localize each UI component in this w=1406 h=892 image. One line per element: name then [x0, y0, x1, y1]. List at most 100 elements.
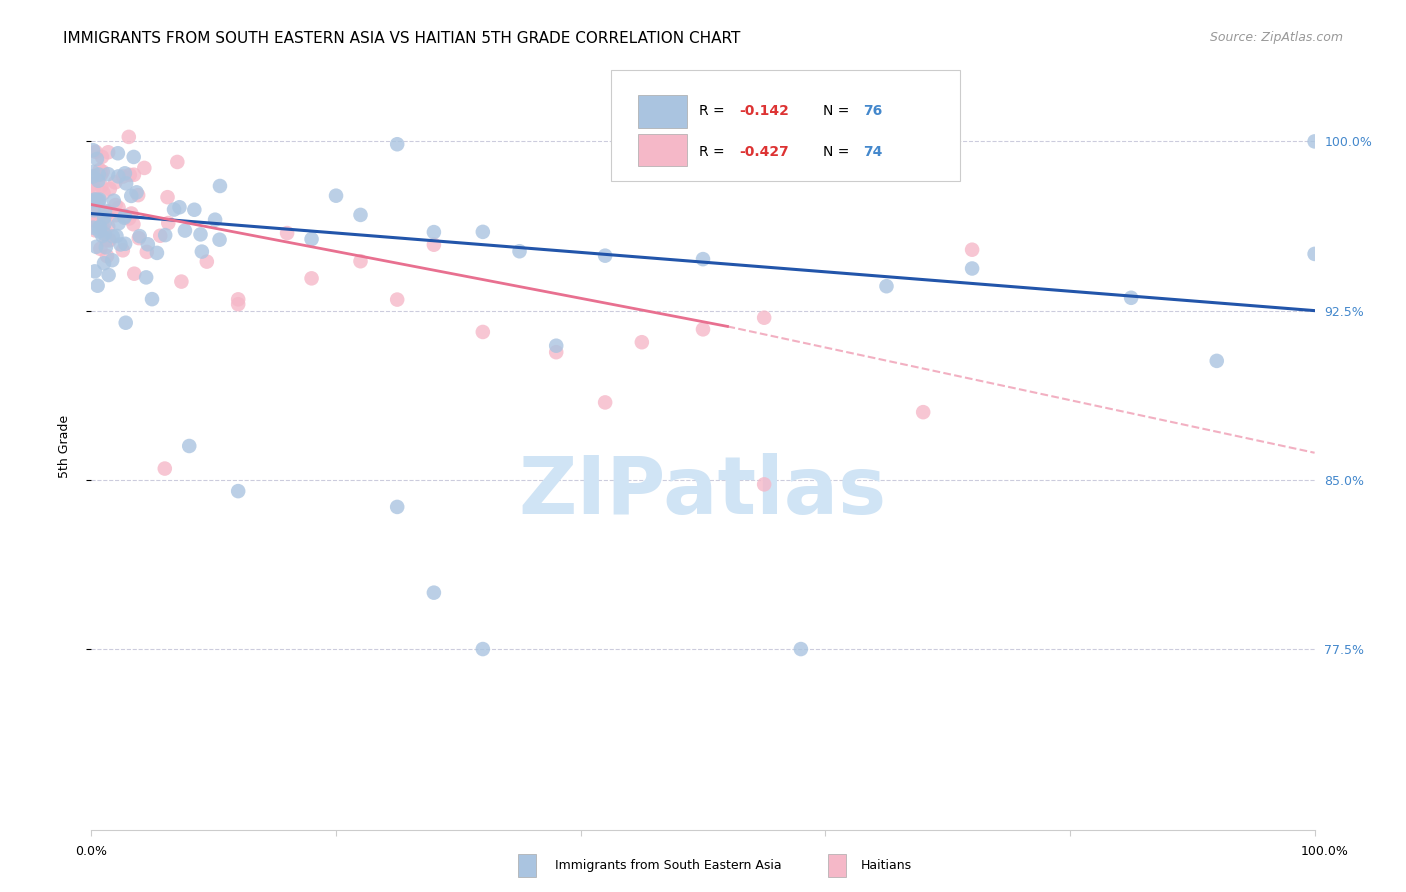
Point — [136, 237, 159, 252]
Point — [82, 220, 104, 235]
Point — [104, 198, 127, 212]
Point — [105, 229, 128, 244]
Point — [83, 264, 105, 278]
Point — [226, 297, 249, 311]
Point — [87, 168, 110, 182]
Point — [83, 194, 105, 208]
FancyBboxPatch shape — [612, 70, 960, 181]
Point — [692, 252, 714, 267]
Point — [912, 405, 935, 419]
Point — [89, 162, 111, 177]
Point — [423, 585, 446, 599]
Point — [118, 211, 141, 226]
Point — [83, 213, 105, 227]
Point — [98, 182, 121, 196]
Point — [93, 256, 115, 270]
Text: 76: 76 — [863, 103, 883, 118]
Point — [546, 339, 568, 353]
Point — [1121, 291, 1143, 305]
Text: -0.427: -0.427 — [740, 145, 789, 159]
Point — [98, 232, 121, 246]
Point — [97, 205, 120, 219]
Point — [385, 293, 409, 307]
Point — [89, 219, 111, 234]
Point — [97, 268, 120, 282]
Point — [471, 325, 494, 339]
Point — [174, 223, 197, 237]
Point — [93, 217, 115, 231]
Point — [204, 212, 226, 227]
Point — [128, 231, 150, 245]
Point — [125, 186, 148, 200]
Point — [301, 232, 323, 246]
Point — [122, 150, 145, 164]
Point — [120, 189, 142, 203]
Point — [149, 228, 172, 243]
Point — [156, 190, 179, 204]
Point — [82, 169, 104, 184]
Point — [112, 211, 135, 225]
Point — [82, 201, 104, 215]
Point — [96, 233, 118, 247]
Point — [89, 193, 111, 207]
Point — [82, 165, 104, 179]
Point — [471, 225, 494, 239]
Point — [89, 224, 111, 238]
Point — [84, 193, 107, 207]
Point — [96, 249, 118, 263]
Point — [91, 164, 114, 178]
Point — [110, 237, 132, 252]
Point — [94, 240, 117, 254]
Text: Source: ZipAtlas.com: Source: ZipAtlas.com — [1209, 31, 1343, 45]
Text: 100.0%: 100.0% — [1301, 846, 1348, 858]
Point — [86, 193, 108, 207]
Point — [122, 168, 145, 182]
FancyBboxPatch shape — [638, 95, 688, 128]
Point — [103, 194, 125, 208]
Text: R =: R = — [699, 103, 730, 118]
Point — [325, 188, 347, 202]
Point — [122, 217, 145, 231]
Point — [195, 254, 218, 268]
Point — [94, 203, 117, 218]
Point — [191, 244, 214, 259]
Point — [97, 167, 120, 181]
Point — [301, 271, 323, 285]
FancyBboxPatch shape — [638, 134, 688, 166]
Point — [97, 219, 120, 234]
Point — [115, 177, 138, 191]
Point — [1303, 135, 1326, 149]
Point — [87, 174, 110, 188]
Text: ZIPatlas: ZIPatlas — [519, 453, 887, 531]
Point — [226, 293, 249, 307]
Point — [170, 275, 193, 289]
Point — [208, 233, 231, 247]
Point — [104, 208, 127, 222]
Point — [385, 137, 409, 152]
Point — [111, 169, 134, 184]
Point — [84, 240, 107, 254]
Point — [157, 216, 180, 230]
Point — [83, 210, 105, 224]
Point — [101, 229, 124, 244]
Point — [166, 155, 188, 169]
Point — [135, 270, 157, 285]
Point — [87, 194, 110, 208]
Point — [82, 181, 104, 195]
Point — [91, 229, 114, 244]
Point — [190, 227, 212, 242]
Point — [84, 169, 107, 183]
Point — [111, 244, 134, 258]
Point — [91, 205, 114, 219]
Point — [104, 175, 127, 189]
Point — [107, 216, 129, 230]
Point — [93, 186, 115, 201]
Point — [546, 345, 568, 359]
Point — [118, 129, 141, 144]
Text: Immigrants from South Eastern Asia: Immigrants from South Eastern Asia — [555, 859, 782, 871]
Point — [86, 193, 108, 207]
Point — [423, 225, 446, 239]
Text: N =: N = — [823, 103, 853, 118]
Point — [183, 202, 205, 217]
Point — [631, 335, 654, 350]
